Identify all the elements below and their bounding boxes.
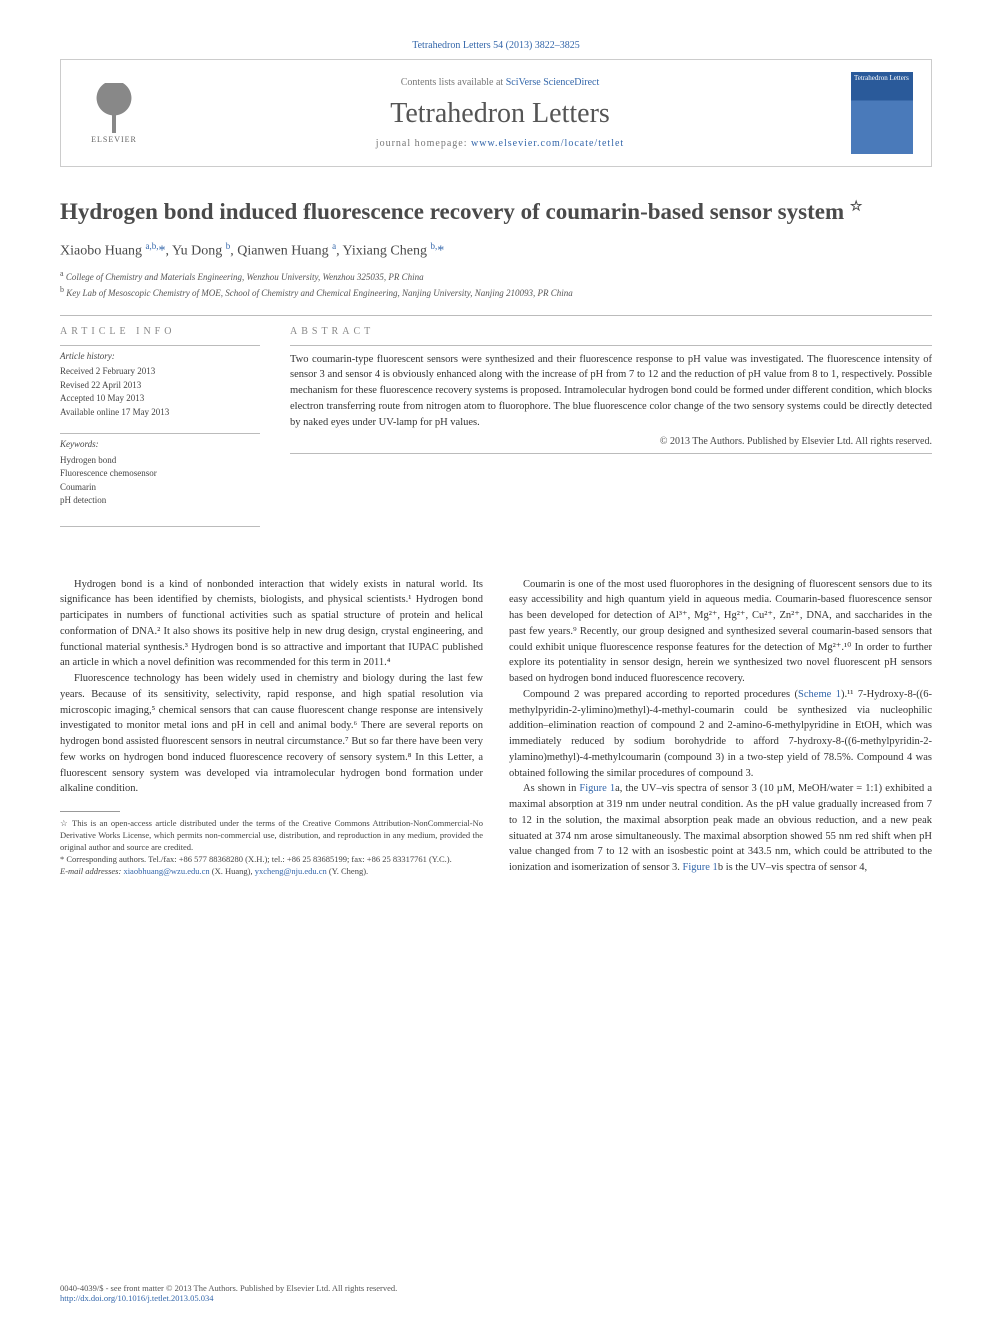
citation-line: Tetrahedron Letters 54 (2013) 3822–3825 (60, 40, 932, 51)
footnote-separator (60, 811, 120, 812)
divider (60, 526, 260, 527)
title-footnote-symbol: ☆ (850, 199, 863, 214)
history-label: Article history: (60, 350, 260, 364)
email-link[interactable]: xiaobhuang@wzu.edu.cn (123, 866, 209, 876)
affiliation-item: b Key Lab of Mesoscopic Chemistry of MOE… (60, 284, 932, 301)
body-text: b is the UV–vis spectra of sensor 4, (718, 862, 867, 873)
divider (290, 345, 932, 346)
body-text: a, the UV–vis spectra of sensor 3 (10 µM… (509, 783, 932, 873)
divider (290, 453, 932, 454)
abstract-copyright: © 2013 The Authors. Published by Elsevie… (290, 436, 932, 447)
history-item: Available online 17 May 2013 (60, 406, 260, 420)
footnote-corresponding: * Corresponding authors. Tel./fax: +86 5… (60, 854, 483, 866)
contents-available-line: Contents lists available at SciVerse Sci… (167, 77, 833, 88)
affiliation-item: a College of Chemistry and Materials Eng… (60, 268, 932, 285)
homepage-link[interactable]: www.elsevier.com/locate/tetlet (471, 138, 624, 149)
article-info-col: ARTICLE INFO Article history: Received 2… (60, 326, 260, 522)
affiliations: a College of Chemistry and Materials Eng… (60, 268, 932, 301)
keyword: Coumarin (60, 481, 260, 495)
body-paragraph: As shown in Figure 1a, the UV–vis spectr… (509, 781, 932, 876)
elsevier-logo: ELSEVIER (79, 78, 149, 148)
footer-copyright: 0040-4039/$ - see front matter © 2013 Th… (60, 1283, 932, 1293)
title-text: Hydrogen bond induced fluorescence recov… (60, 199, 844, 224)
history-item: Accepted 10 May 2013 (60, 392, 260, 406)
article-info-heading: ARTICLE INFO (60, 326, 260, 337)
journal-cover-thumb: Tetrahedron Letters (851, 72, 913, 154)
body-paragraph: Coumarin is one of the most used fluorop… (509, 577, 932, 687)
body-paragraph: Fluorescence technology has been widely … (60, 671, 483, 797)
keyword: pH detection (60, 494, 260, 508)
abstract-text: Two coumarin-type fluorescent sensors we… (290, 352, 932, 431)
elsevier-label: ELSEVIER (91, 135, 137, 144)
body-paragraph: Compound 2 was prepared according to rep… (509, 687, 932, 782)
body-paragraph: Hydrogen bond is a kind of nonbonded int… (60, 577, 483, 672)
elsevier-tree-icon (89, 83, 139, 133)
body-text: As shown in (523, 783, 579, 794)
email-label: E-mail addresses: (60, 866, 123, 876)
keyword: Fluorescence chemosensor (60, 467, 260, 481)
authors-line: Xiaobo Huang a,b,*, Yu Dong b, Qianwen H… (60, 241, 932, 260)
divider (60, 345, 260, 346)
abstract-col: ABSTRACT Two coumarin-type fluorescent s… (290, 326, 932, 522)
keywords-block: Keywords: Hydrogen bond Fluorescence che… (60, 438, 260, 508)
footnotes: ☆ This is an open-access article distrib… (60, 818, 483, 877)
sciencedirect-link[interactable]: SciVerse ScienceDirect (506, 77, 600, 88)
abstract-heading: ABSTRACT (290, 326, 932, 337)
footnote-email: E-mail addresses: xiaobhuang@wzu.edu.cn … (60, 866, 483, 878)
email-who: (Y. Cheng). (327, 866, 368, 876)
body-col-left: Hydrogen bond is a kind of nonbonded int… (60, 577, 483, 878)
footnote-open-access: ☆ This is an open-access article distrib… (60, 818, 483, 854)
email-link[interactable]: yxcheng@nju.edu.cn (255, 866, 327, 876)
journal-header: ELSEVIER Contents lists available at Sci… (60, 59, 932, 167)
email-who: (X. Huang), (210, 866, 255, 876)
scheme-link[interactable]: Scheme 1 (798, 689, 841, 700)
article-history-block: Article history: Received 2 February 201… (60, 350, 260, 420)
article-title: Hydrogen bond induced fluorescence recov… (60, 197, 932, 227)
page-footer: 0040-4039/$ - see front matter © 2013 Th… (60, 1283, 932, 1303)
keyword: Hydrogen bond (60, 454, 260, 468)
keywords-label: Keywords: (60, 438, 260, 452)
divider (60, 315, 932, 316)
history-item: Revised 22 April 2013 (60, 379, 260, 393)
contents-prefix: Contents lists available at (401, 77, 506, 88)
body-text: Compound 2 was prepared according to rep… (523, 689, 798, 700)
body-text: ).¹¹ 7-Hydroxy-8-((6-methylpyridin-2-yli… (509, 689, 932, 779)
doi-link[interactable]: http://dx.doi.org/10.1016/j.tetlet.2013.… (60, 1293, 214, 1303)
homepage-line: journal homepage: www.elsevier.com/locat… (167, 138, 833, 149)
homepage-prefix: journal homepage: (376, 138, 471, 149)
cover-thumb-title: Tetrahedron Letters (854, 75, 910, 83)
body-col-right: Coumarin is one of the most used fluorop… (509, 577, 932, 878)
body-columns: Hydrogen bond is a kind of nonbonded int… (60, 577, 932, 878)
journal-name: Tetrahedron Letters (167, 98, 833, 130)
figure-link[interactable]: Figure 1 (683, 862, 718, 873)
history-item: Received 2 February 2013 (60, 365, 260, 379)
header-center: Contents lists available at SciVerse Sci… (167, 77, 833, 149)
figure-link[interactable]: Figure 1 (579, 783, 615, 794)
divider (60, 433, 260, 434)
info-abstract-row: ARTICLE INFO Article history: Received 2… (60, 326, 932, 522)
